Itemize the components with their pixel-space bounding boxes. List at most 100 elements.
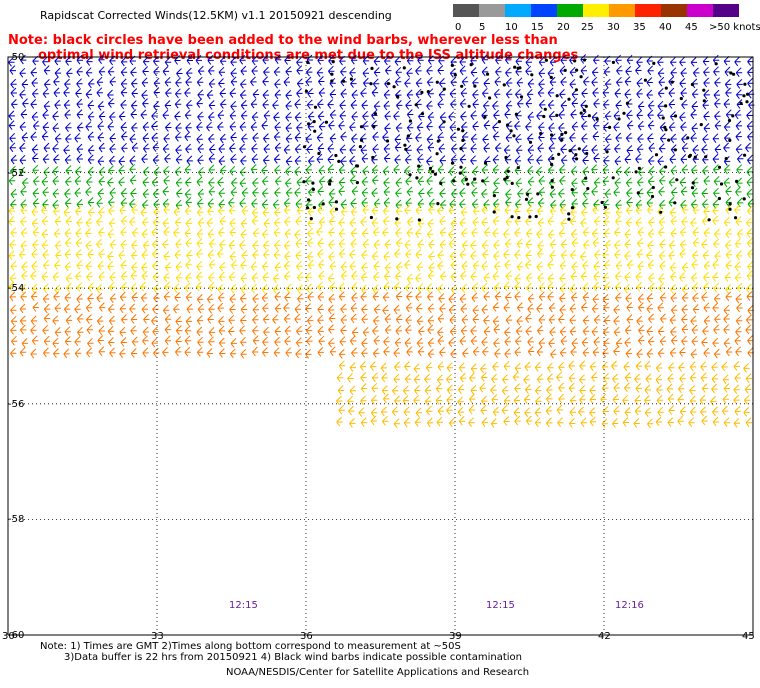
- wind-barb: [603, 216, 610, 226]
- wind-barb: [10, 325, 17, 335]
- wind-barb: [635, 383, 642, 393]
- wind-barb: [439, 78, 446, 88]
- wind-barb: [284, 240, 291, 250]
- lat-label: -52: [8, 167, 25, 179]
- contamination-dot: [386, 82, 390, 86]
- wind-barb: [427, 55, 435, 65]
- contamination-dot: [513, 65, 517, 69]
- wind-barb: [109, 133, 116, 143]
- wind-barb: [671, 187, 678, 197]
- wind-barb: [690, 199, 698, 209]
- wind-barb: [579, 360, 586, 371]
- wind-barb: [152, 260, 159, 271]
- contamination-dot: [611, 176, 615, 180]
- wind-barb: [700, 372, 708, 383]
- wind-barb: [129, 198, 136, 209]
- wind-barb: [65, 315, 73, 325]
- wind-barb: [372, 372, 379, 383]
- wind-barb: [549, 326, 556, 337]
- wind-barb: [273, 227, 281, 237]
- wind-barb: [19, 315, 27, 326]
- wind-barb: [438, 143, 445, 154]
- wind-barb: [723, 98, 730, 109]
- wind-barb: [505, 132, 512, 143]
- wind-barb: [317, 143, 324, 153]
- wind-barb: [569, 66, 577, 77]
- wind-barb: [30, 291, 38, 301]
- wind-barb: [624, 89, 631, 99]
- wind-barb: [75, 227, 82, 238]
- wind-barb: [636, 56, 643, 67]
- wind-barb: [449, 326, 457, 336]
- wind-barb: [582, 155, 589, 165]
- wind-barb: [218, 325, 226, 336]
- wind-barb: [638, 166, 645, 177]
- wind-barb: [185, 272, 192, 283]
- wind-barb: [196, 248, 203, 259]
- wind-barb: [614, 88, 621, 98]
- wind-barb: [41, 204, 48, 215]
- wind-barb: [263, 66, 270, 77]
- wind-barb: [624, 76, 632, 86]
- wind-barb: [261, 199, 269, 209]
- wind-barb: [43, 347, 50, 358]
- wind-barb: [702, 165, 709, 176]
- wind-barb: [98, 54, 105, 64]
- wind-barb: [625, 292, 632, 303]
- wind-barb: [184, 346, 191, 357]
- wind-barb: [559, 89, 566, 99]
- wind-barb: [351, 185, 359, 196]
- wind-barb: [32, 227, 40, 237]
- wind-barb: [405, 154, 412, 165]
- wind-barb: [448, 166, 455, 176]
- wind-barb: [131, 78, 138, 88]
- contamination-dot: [539, 131, 543, 136]
- wind-barb: [414, 385, 421, 395]
- wind-barb: [41, 131, 49, 141]
- contamination-dot: [452, 179, 456, 183]
- wind-barb: [692, 250, 699, 260]
- wind-barb: [174, 98, 182, 109]
- contamination-dot: [442, 120, 446, 124]
- wind-barb: [615, 338, 623, 348]
- wind-barb: [472, 260, 480, 271]
- wind-barb: [677, 415, 684, 426]
- wind-barb: [251, 111, 259, 122]
- wind-barb: [679, 373, 686, 383]
- wind-barb: [107, 251, 114, 261]
- time-label: 12:15: [229, 600, 258, 611]
- wind-barb: [668, 362, 675, 372]
- wind-barb: [329, 260, 336, 271]
- wind-barb: [527, 144, 534, 155]
- contamination-dot: [550, 185, 554, 189]
- wind-barb: [459, 372, 467, 383]
- wind-barb: [449, 250, 457, 261]
- wind-barb: [677, 394, 684, 404]
- wind-barb: [329, 206, 336, 216]
- wind-barb: [239, 89, 247, 100]
- contamination-dot: [525, 192, 530, 196]
- wind-barb: [394, 248, 401, 259]
- wind-barb: [373, 56, 381, 66]
- wind-barb: [273, 273, 280, 283]
- wind-barb: [74, 187, 81, 198]
- wind-barb: [21, 338, 29, 348]
- wind-barb: [546, 393, 553, 404]
- wind-barb: [41, 229, 48, 239]
- wind-barb: [624, 271, 631, 282]
- wind-barb: [164, 262, 172, 272]
- wind-barb: [415, 65, 422, 76]
- wind-barb: [317, 238, 324, 248]
- wind-barb: [655, 374, 662, 385]
- wind-barb: [712, 302, 719, 313]
- wind-barb: [87, 337, 94, 348]
- wind-barb: [52, 338, 59, 348]
- wind-barb: [41, 176, 48, 187]
- wind-barb: [703, 111, 710, 121]
- wind-barb: [470, 67, 478, 77]
- wind-barb: [32, 239, 39, 250]
- wind-barb: [560, 335, 567, 346]
- contamination-dot: [524, 197, 529, 201]
- wind-barb: [439, 155, 446, 165]
- wind-barb: [723, 216, 731, 227]
